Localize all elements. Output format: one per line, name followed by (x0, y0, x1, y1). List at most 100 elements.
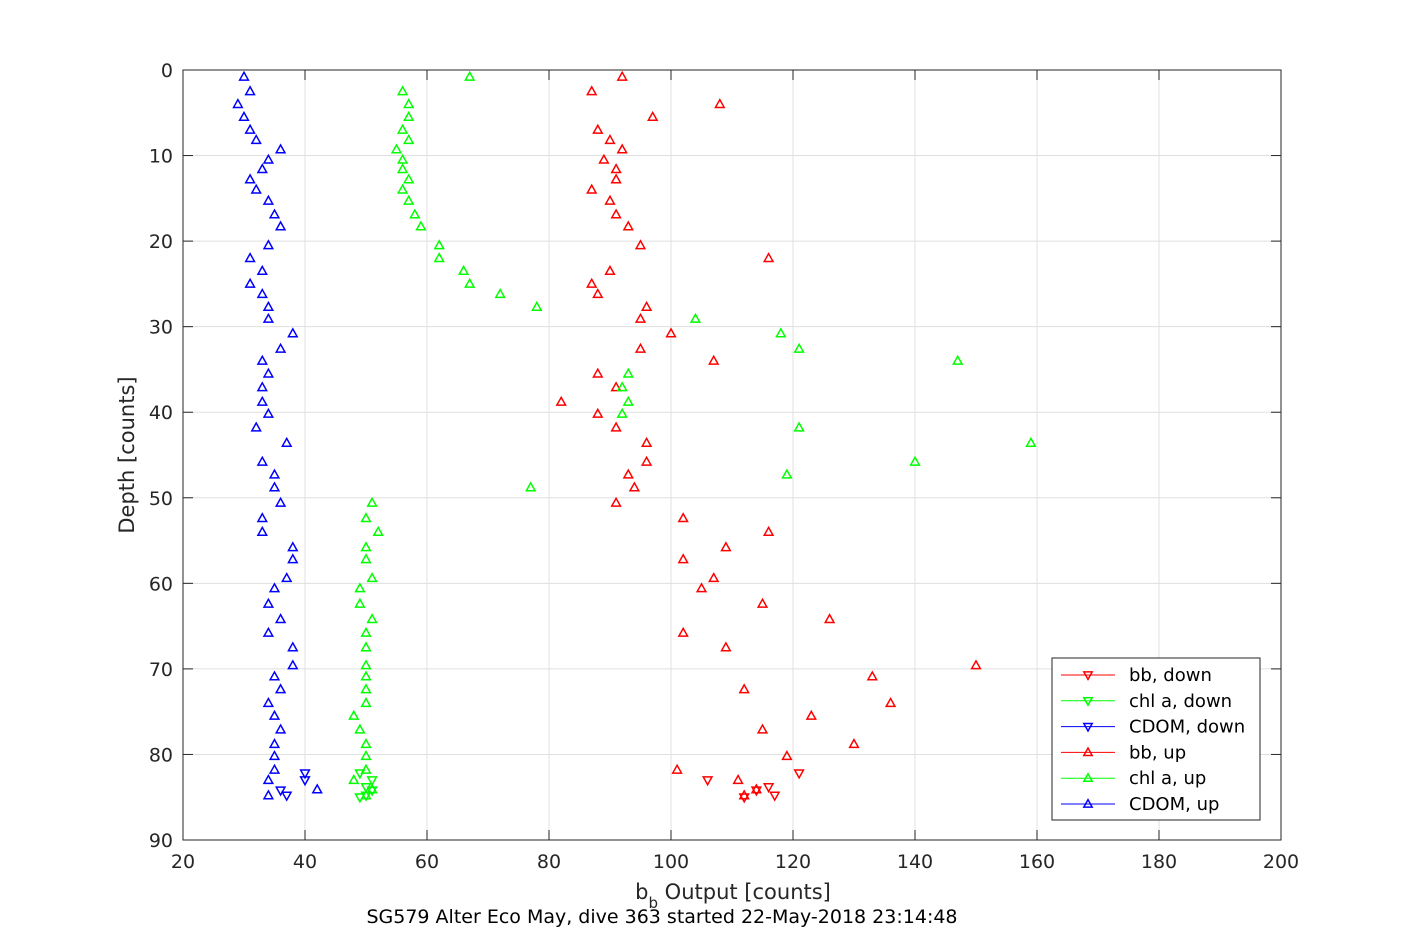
legend-marker (1082, 798, 1094, 808)
data-point (256, 381, 268, 392)
data-point (360, 789, 372, 800)
data-point (299, 769, 311, 780)
data-point (256, 163, 268, 174)
data-point (274, 496, 287, 507)
data-point (616, 407, 628, 418)
data-point (433, 252, 445, 263)
legend-marker (1082, 696, 1094, 707)
data-point (616, 70, 628, 81)
data-point (348, 773, 360, 785)
data-point (671, 763, 683, 774)
data-point (299, 776, 311, 787)
data-point (634, 312, 647, 323)
series-cdom-up (232, 70, 323, 800)
data-point (390, 143, 403, 154)
data-point (403, 194, 415, 205)
y-tick-label: 0 (161, 60, 173, 82)
legend-label: chl a, down (1129, 691, 1232, 712)
data-point (262, 367, 275, 378)
legend-marker (1082, 722, 1094, 733)
data-point (354, 723, 366, 734)
data-point (250, 183, 262, 194)
x-tick-label: 80 (537, 851, 561, 873)
data-point (268, 738, 281, 749)
data-point (262, 239, 275, 250)
data-point (415, 220, 427, 231)
data-point (622, 395, 634, 406)
data-point (738, 793, 750, 804)
data-point (274, 220, 287, 231)
data-point (354, 582, 366, 593)
data-point (366, 496, 378, 507)
data-point (366, 613, 378, 624)
data-point (262, 312, 275, 323)
data-point (805, 709, 817, 720)
data-point (256, 512, 268, 523)
legend-marker (1082, 746, 1094, 757)
y-tick-label: 80 (149, 744, 173, 766)
data-point (756, 723, 769, 734)
data-point (531, 300, 543, 311)
data-point (677, 512, 689, 523)
data-point (433, 239, 445, 250)
data-point (396, 183, 409, 194)
data-point (604, 134, 616, 145)
data-point (274, 723, 287, 734)
data-point (610, 208, 622, 219)
data-point (689, 312, 702, 323)
data-point (262, 194, 275, 205)
data-point (586, 277, 598, 288)
data-point (244, 277, 256, 288)
data-point (598, 153, 610, 164)
data-point (616, 143, 628, 154)
data-point (665, 327, 677, 338)
data-point (592, 407, 604, 418)
axis-ticks (182, 69, 1282, 841)
data-point (738, 789, 750, 800)
data-point (244, 85, 256, 96)
data-point (281, 436, 293, 447)
legend-label: bb, down (1129, 665, 1212, 686)
data-point (793, 769, 805, 780)
data-point (622, 367, 634, 378)
data-point (592, 123, 604, 134)
data-point (360, 626, 372, 637)
data-point (525, 481, 537, 492)
data-point (464, 277, 476, 288)
y-tick-label: 20 (149, 231, 173, 253)
data-point (720, 641, 732, 652)
data-point (403, 134, 415, 145)
data-point (238, 110, 250, 122)
data-point (738, 683, 750, 694)
data-point (884, 696, 897, 708)
data-point (592, 367, 604, 378)
data-point (781, 468, 793, 479)
data-point (708, 572, 720, 583)
legend-entry: chl a, down (1061, 691, 1232, 712)
data-point (262, 773, 275, 785)
legend-entry: CDOM, up (1061, 794, 1219, 815)
data-point (409, 208, 421, 219)
legend-entry: bb, down (1061, 665, 1212, 686)
x-tick-label: 140 (897, 851, 933, 873)
data-point (622, 220, 634, 231)
data-point (396, 163, 409, 174)
series-bb-down (701, 769, 805, 804)
data-point (232, 98, 244, 109)
data-point (610, 173, 622, 184)
data-point (781, 750, 793, 761)
data-point (244, 173, 256, 184)
x-axis-label: bb Output [counts] (635, 880, 831, 912)
data-point (701, 776, 714, 787)
data-point (287, 553, 299, 564)
grid-lines (183, 70, 1281, 840)
y-tick-labels: 0 10 20 30 40 50 60 70 80 90 (149, 60, 173, 852)
data-point (354, 769, 366, 780)
data-point (366, 572, 378, 583)
data-point (494, 288, 506, 299)
data-point (592, 288, 604, 299)
data-point (403, 173, 415, 184)
data-point (634, 239, 647, 250)
data-point (281, 572, 293, 583)
data-point (360, 738, 372, 749)
